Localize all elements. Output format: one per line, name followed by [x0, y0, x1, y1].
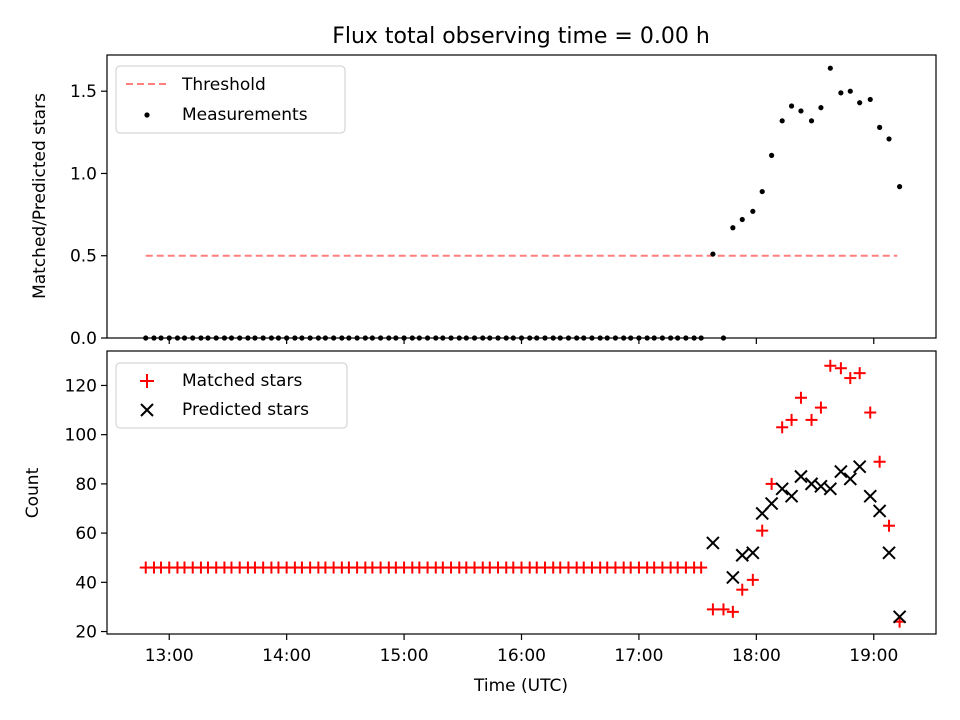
bottom-panel-y-axis-label: Count [23, 467, 43, 518]
measurement-point [896, 184, 903, 190]
y-tick-label: 80 [75, 475, 97, 495]
bottom-panel: 20 40 60 80 100 120 13:00 14:00 15:00 16:00 17:00… [23, 350, 937, 696]
measurement-point [739, 216, 745, 223]
measurement-point [798, 108, 804, 114]
x-tick-label: 14:00 [262, 646, 311, 666]
predicted-point [735, 548, 749, 562]
x-tick-label: 19:00 [849, 646, 898, 666]
matched-point [883, 519, 896, 532]
series-matched-stars [139, 359, 906, 628]
measurement-point [788, 103, 795, 109]
measurement-point [808, 118, 815, 124]
legend-predicted-label: Predicted stars [182, 400, 309, 420]
legend-measurements-swatch [144, 112, 150, 118]
predicted-point [706, 536, 720, 550]
matched-point [834, 362, 847, 375]
matched-point [814, 401, 827, 414]
y-tick-label: 120 [65, 376, 97, 396]
bottom-panel-marks [139, 359, 907, 628]
legend-matched-swatch [140, 374, 154, 388]
predicted-point [892, 610, 907, 624]
x-tick-label: 15:00 [380, 646, 429, 666]
measurement-point [779, 118, 785, 124]
top-panel-y-ticks: 0.0 0.5 1.0 1.5 [70, 82, 107, 349]
x-tick-label: 16:00 [497, 646, 546, 666]
y-tick-label: 1.5 [70, 82, 97, 102]
y-tick-label: 20 [75, 623, 97, 643]
predicted-point [726, 570, 740, 585]
y-tick-label: 0.0 [70, 329, 97, 349]
y-tick-label: 0.5 [70, 247, 97, 267]
predicted-point [843, 472, 857, 486]
legend-measurements-label: Measurements [182, 105, 308, 125]
measurement-point [847, 88, 853, 94]
measurement-point [857, 100, 863, 106]
matched-point [717, 603, 730, 616]
predicted-point [784, 489, 799, 503]
predicted-point [823, 482, 838, 496]
legend-predicted-swatch [140, 403, 154, 417]
measurement-point [750, 208, 756, 214]
measurement-point [730, 225, 736, 231]
predicted-point [814, 479, 828, 494]
measurement-point [710, 251, 716, 257]
predicted-point [882, 546, 896, 560]
series-predicted-stars [706, 459, 907, 624]
matched-point [844, 372, 857, 385]
predicted-point [852, 459, 867, 474]
bottom-panel-x-ticks: 13:00 14:00 15:00 16:00 17:00 18:00 19:00 [145, 634, 898, 666]
matched-point [853, 367, 866, 380]
measurement-point [877, 124, 883, 130]
measurement-point [769, 152, 775, 158]
predicted-point [834, 464, 848, 479]
matched-point [695, 561, 708, 574]
matched-point [746, 573, 759, 586]
top-panel-x-ticks [168, 338, 875, 344]
top-legend-box [115, 65, 346, 134]
predicted-point [863, 489, 877, 503]
top-panel: 0.0 0.5 1.0 1.5 Matched/Predicted stars Thr… [30, 54, 937, 349]
measurement-point [838, 90, 844, 96]
x-tick-label: 13:00 [145, 646, 194, 666]
matched-point [864, 406, 877, 419]
measurement-point [827, 65, 833, 71]
chart-title: Flux total observing time = 0.00 h [332, 24, 710, 49]
top-panel-legend: Threshold Measurements [115, 65, 346, 134]
predicted-point [746, 546, 760, 560]
y-tick-label: 100 [65, 426, 97, 446]
predicted-point [872, 504, 887, 518]
y-tick-label: 60 [75, 524, 97, 544]
matched-point [805, 413, 818, 426]
predicted-point [794, 469, 808, 484]
bottom-panel-y-ticks: 20 40 60 80 100 120 [65, 376, 107, 643]
top-panel-y-axis-label: Matched/Predicted stars [30, 93, 50, 299]
y-tick-label: 1.0 [70, 164, 97, 184]
measurement-point [867, 96, 873, 103]
matched-point [736, 583, 749, 596]
matched-point [785, 413, 798, 426]
matched-point [776, 421, 789, 434]
x-tick-label: 18:00 [732, 646, 781, 666]
matched-point [756, 524, 769, 537]
bottom-panel-legend: Matched stars Predicted stars [115, 362, 348, 429]
measurement-point [886, 136, 892, 142]
predicted-point [764, 496, 779, 511]
matched-point [706, 603, 719, 616]
matched-point [794, 391, 807, 404]
legend-matched-label: Matched stars [182, 371, 302, 391]
y-tick-label: 40 [75, 573, 97, 593]
measurement-point [759, 188, 765, 195]
x-tick-label: 17:00 [614, 646, 663, 666]
matched-point [726, 605, 739, 618]
measurement-point [818, 105, 824, 111]
bottom-legend-box [115, 362, 348, 429]
predicted-point [804, 477, 819, 491]
legend-threshold-label: Threshold [181, 75, 266, 95]
predicted-point [775, 482, 789, 496]
x-axis-label: Time (UTC) [473, 676, 568, 696]
matched-point [824, 359, 837, 372]
matched-point [873, 455, 886, 468]
matched-point [765, 477, 778, 490]
